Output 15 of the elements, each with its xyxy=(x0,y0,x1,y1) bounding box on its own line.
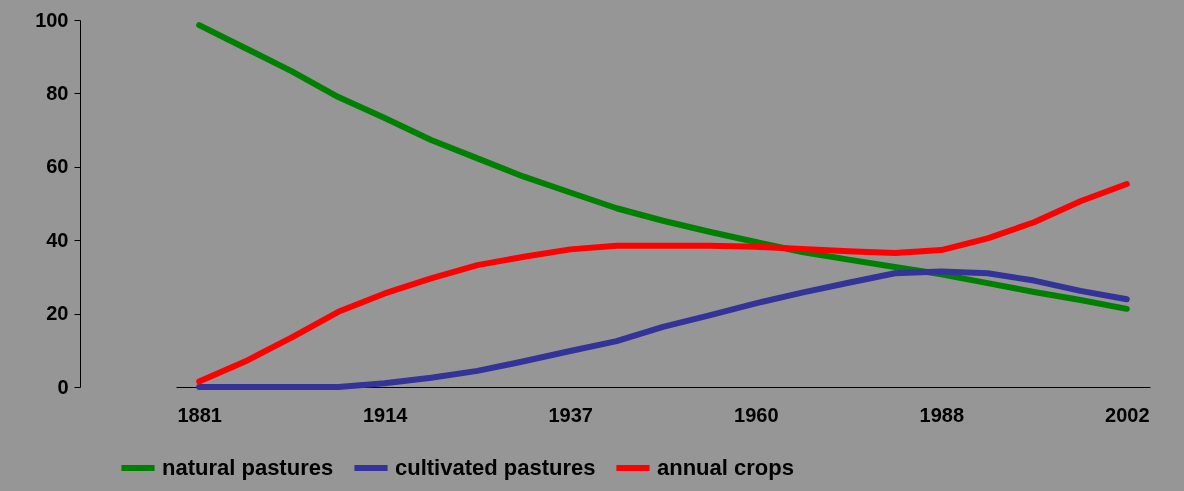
x-tick-label: 1937 xyxy=(548,403,593,426)
y-tick-label: 60 xyxy=(46,155,69,178)
x-tick-label: 1914 xyxy=(362,403,409,426)
y-tick-label: 80 xyxy=(46,81,69,104)
legend-label: annual crops xyxy=(657,455,794,480)
x-tick-label: 1881 xyxy=(177,403,222,426)
x-tick-label: 1988 xyxy=(919,403,965,426)
y-tick-label: 20 xyxy=(46,302,69,325)
x-tick-label: 2002 xyxy=(1105,403,1150,426)
y-tick-label: 40 xyxy=(46,228,69,251)
legend-label: natural pastures xyxy=(162,455,334,480)
legend-label: cultivated pastures xyxy=(395,455,596,480)
y-tick-label: 0 xyxy=(57,375,69,398)
x-tick-label: 1960 xyxy=(734,403,779,426)
y-tick-label: 100 xyxy=(35,8,69,31)
